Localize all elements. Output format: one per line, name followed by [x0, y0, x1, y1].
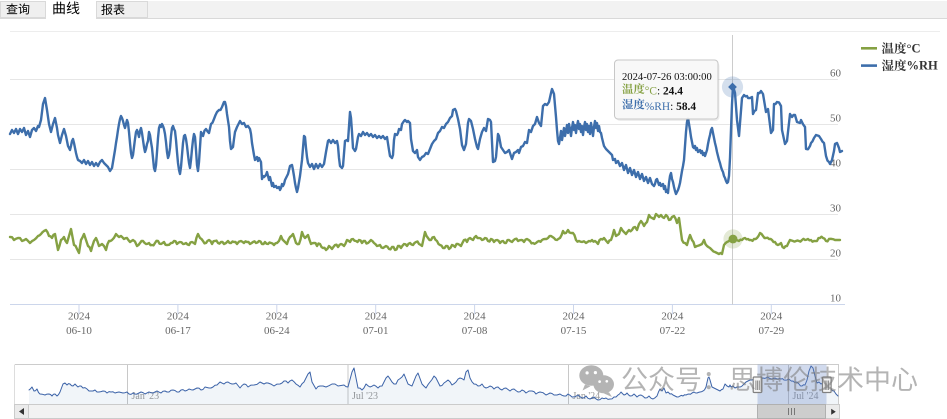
svg-text:Jan '23: Jan '23	[132, 391, 160, 402]
svg-text:40: 40	[830, 158, 842, 170]
svg-text:06-10: 06-10	[66, 325, 92, 337]
svg-text:20: 20	[830, 248, 842, 260]
svg-text:2024: 2024	[563, 311, 586, 323]
svg-text:10: 10	[830, 293, 842, 305]
svg-text:2024: 2024	[661, 311, 684, 323]
svg-text:07-29: 07-29	[758, 325, 784, 337]
svg-text:07-22: 07-22	[660, 325, 686, 337]
svg-text:50: 50	[830, 113, 842, 125]
svg-text:Jul '24: Jul '24	[793, 391, 819, 402]
svg-text:°C: 24.4: °C: 24.4	[645, 85, 683, 97]
svg-text:2024: 2024	[760, 311, 783, 323]
svg-text:07-15: 07-15	[561, 325, 587, 337]
svg-text:07-08: 07-08	[462, 325, 488, 337]
svg-text:60: 60	[830, 68, 842, 80]
svg-text:06-24: 06-24	[264, 325, 290, 337]
svg-text:%RH: 58.4: %RH: 58.4	[645, 101, 697, 113]
svg-text:30: 30	[830, 203, 842, 215]
svg-text:2024: 2024	[464, 311, 487, 323]
svg-text:2024: 2024	[167, 311, 190, 323]
svg-text:°C: °C	[907, 41, 921, 55]
svg-text:2024: 2024	[68, 311, 91, 323]
svg-text:2024-07-26 03:00:00: 2024-07-26 03:00:00	[622, 72, 712, 83]
svg-text:2024: 2024	[365, 311, 388, 323]
svg-text:07-01: 07-01	[363, 325, 389, 337]
svg-text:%RH: %RH	[907, 59, 939, 73]
svg-text:2024: 2024	[266, 311, 289, 323]
svg-text:06-17: 06-17	[165, 325, 191, 337]
svg-text:Jul '23: Jul '23	[352, 391, 378, 402]
